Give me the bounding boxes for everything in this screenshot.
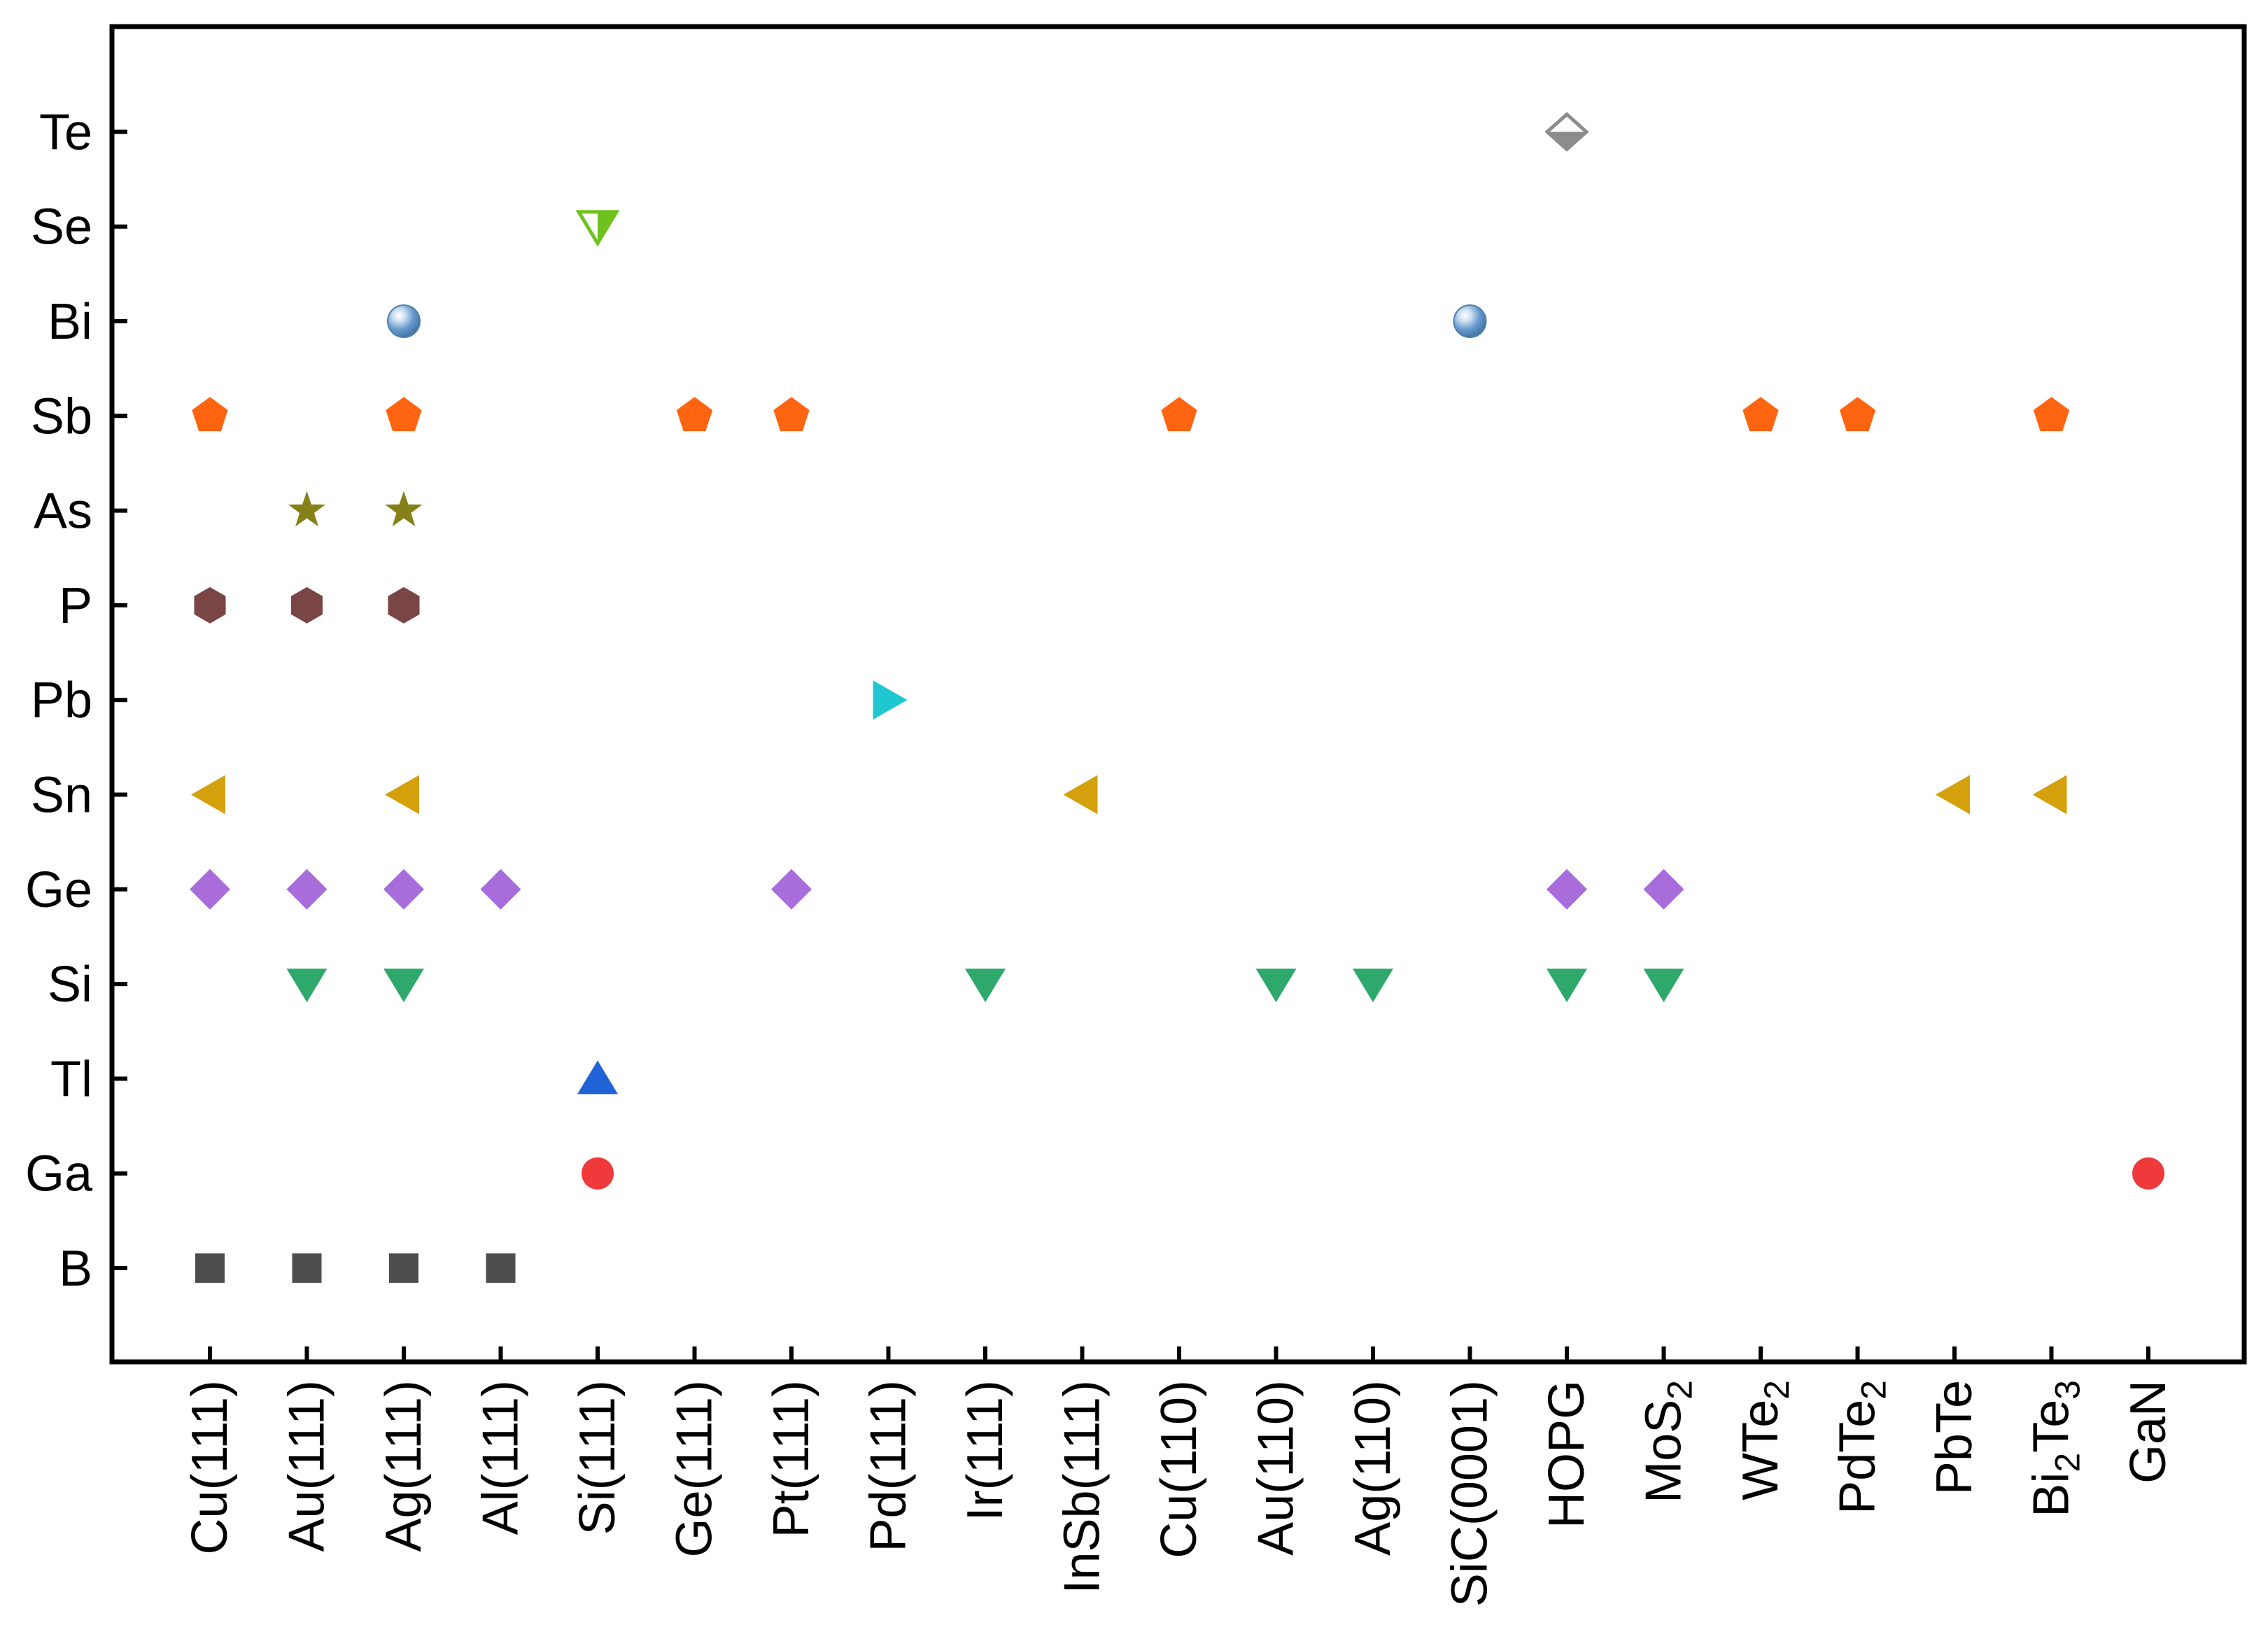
marker-b-on-au-111	[292, 1253, 322, 1283]
y-tick-label-ge: Ge	[25, 862, 92, 918]
y-axis: B Ga Tl Si Ge Sn Pb P As Sb Bi Se Te	[25, 104, 127, 1297]
y-tick-label-sb: Sb	[31, 388, 92, 444]
x-tick-label-wte2: WTe2	[1733, 1380, 1796, 1500]
marker-sn-on-bi2te3	[2032, 775, 2067, 815]
marker-sn-on-ag-111	[385, 775, 419, 815]
marker-sn-on-insb-111	[1063, 775, 1098, 815]
marker-si-on-mos2	[1643, 969, 1684, 1003]
marker-p-on-cu-111	[194, 586, 226, 624]
marker-sb-on-cu-110	[1161, 397, 1197, 432]
marker-ge-on-ag-111	[383, 868, 424, 910]
x-tick-label-au-111: Au(111)	[279, 1380, 335, 1552]
x-tick-label-hopg: HOPG	[1539, 1380, 1595, 1528]
x-tick-label-bi2te3: Bi2Te3	[2024, 1380, 2087, 1517]
marker-pb-on-pd-111	[873, 680, 908, 720]
marker-ge-on-al-111	[480, 868, 521, 910]
x-tick-label-pd-111: Pd(111)	[861, 1380, 917, 1552]
marker-bi-on-sic-0001	[1453, 304, 1487, 338]
y-tick-label-sn: Sn	[31, 768, 92, 824]
x-tick-label-ir-111: Ir(111)	[957, 1380, 1013, 1521]
x-tick-label-sic-0001: SiC(0001)	[1442, 1380, 1498, 1607]
marker-si-on-ag-110	[1353, 969, 1393, 1003]
y-tick-label-ga: Ga	[25, 1146, 93, 1202]
x-tick-label-gan: GaN	[2120, 1380, 2176, 1484]
y-tick-label-pb: Pb	[31, 673, 92, 729]
marker-b-on-ag-111	[389, 1253, 418, 1283]
x-axis: Cu(111) Au(111) Ag(111) Al(111) Si(111) Ge(11…	[182, 1346, 2176, 1607]
marker-sb-on-pt-111	[773, 397, 810, 432]
marker-sb-on-wte2	[1742, 397, 1779, 432]
x-tick-label-insb-111: InSb(111)	[1055, 1380, 1111, 1594]
y-tick-label-bi: Bi	[48, 294, 92, 350]
marker-ge-on-au-111	[286, 868, 327, 910]
data-markers	[190, 112, 2164, 1283]
marker-ga-on-gan	[2132, 1157, 2164, 1190]
y-tick-label-te: Te	[39, 104, 92, 160]
marker-ge-on-hopg	[1547, 868, 1587, 910]
x-tick-label-ag-110: Ag(110)	[1345, 1380, 1401, 1556]
marker-si-on-ir-111	[965, 969, 1006, 1003]
marker-se-on-si-111	[575, 210, 620, 247]
y-tick-label-b: B	[59, 1241, 92, 1297]
marker-bi-on-ag-111	[387, 304, 421, 338]
y-tick-label-p: P	[59, 578, 92, 634]
marker-ga-on-si-111	[582, 1157, 614, 1190]
x-tick-label-mos2: MoS2	[1636, 1380, 1700, 1503]
marker-b-on-al-111	[486, 1253, 516, 1283]
marker-b-on-cu-111	[195, 1253, 225, 1283]
marker-te-on-hopg	[1544, 112, 1589, 152]
x-tick-label-au-110: Au(110)	[1248, 1380, 1304, 1556]
marker-as-on-au-111	[288, 491, 326, 527]
x-tick-label-al-111: Al(111)	[473, 1380, 529, 1535]
marker-si-on-hopg	[1547, 969, 1587, 1003]
x-tick-label-ge-111: Ge(111)	[667, 1380, 723, 1557]
marker-sb-on-bi2te3	[2033, 397, 2070, 432]
x-tick-label-si-111: Si(111)	[570, 1380, 626, 1535]
marker-si-on-au-111	[286, 969, 327, 1003]
x-tick-label-ag-111: Ag(111)	[376, 1380, 432, 1552]
marker-as-on-ag-111	[385, 491, 423, 527]
marker-sb-on-cu-111	[192, 397, 228, 432]
x-tick-label-cu-110: Cu(110)	[1151, 1380, 1207, 1559]
y-tick-label-as: As	[34, 484, 92, 540]
marker-ge-on-cu-111	[190, 868, 230, 910]
y-tick-label-tl: Tl	[50, 1051, 92, 1107]
marker-p-on-au-111	[290, 586, 323, 624]
marker-ge-on-pt-111	[771, 868, 812, 910]
x-tick-label-pbte: PbTe	[1927, 1380, 1982, 1495]
marker-sb-on-ag-111	[386, 397, 422, 432]
marker-tl-on-si-111	[577, 1060, 618, 1095]
y-tick-label-si: Si	[48, 957, 92, 1013]
y-tick-label-se: Se	[31, 199, 92, 255]
marker-sn-on-cu-111	[191, 775, 225, 815]
x-tick-label-pt-111: Pt(111)	[763, 1380, 819, 1538]
marker-ge-on-mos2	[1643, 868, 1684, 910]
plot-frame	[109, 24, 2247, 1365]
x-tick-label-pdte2: PdTe2	[1830, 1380, 1894, 1514]
marker-sb-on-ge-111	[676, 397, 713, 432]
marker-si-on-au-110	[1255, 969, 1297, 1003]
marker-p-on-ag-111	[388, 586, 420, 624]
marker-sn-on-pbte	[1936, 775, 1970, 815]
x-tick-label-cu-111: Cu(111)	[182, 1380, 238, 1554]
marker-sb-on-pdte2	[1839, 397, 1876, 432]
marker-si-on-ag-111	[383, 969, 424, 1003]
